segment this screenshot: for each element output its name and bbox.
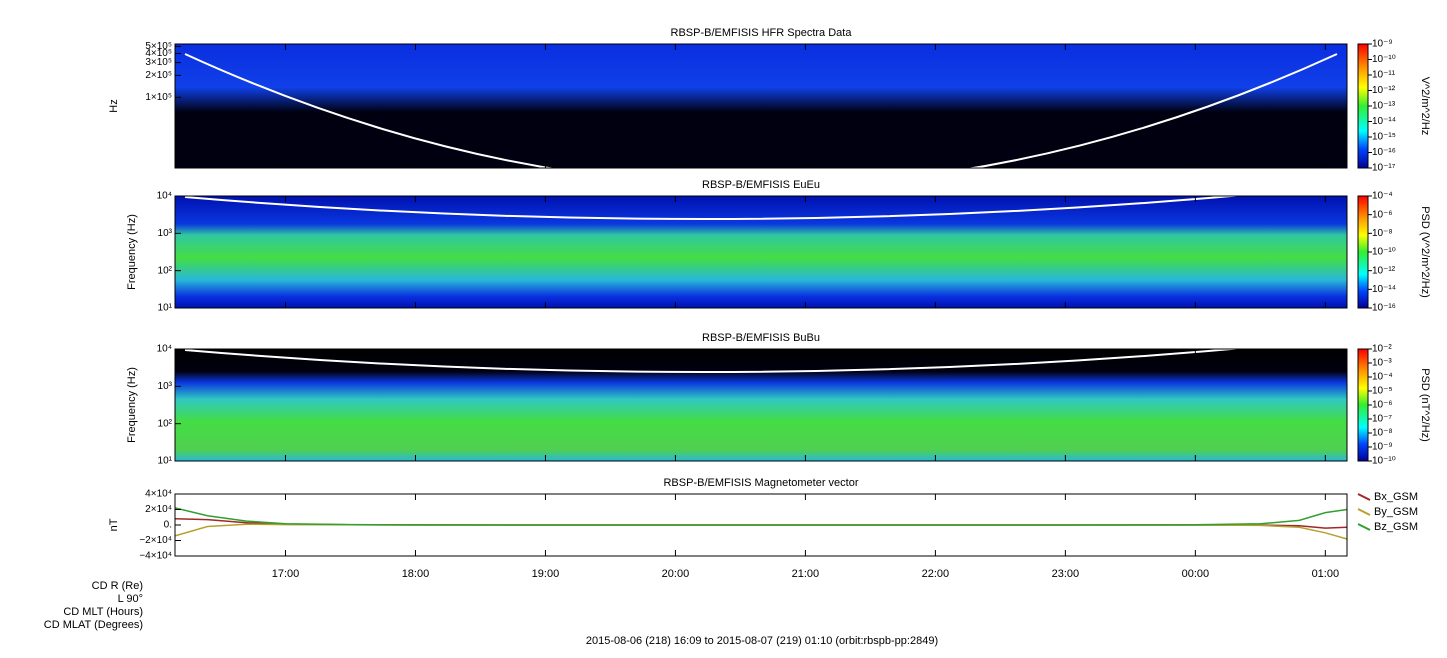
y-tick-label: −4×10⁴ bbox=[139, 551, 172, 562]
colorbar-tick-label: 10⁻¹¹ bbox=[1372, 70, 1396, 81]
colorbar-tick-label: 10⁻³ bbox=[1372, 358, 1392, 369]
y-tick-label: 10⁴ bbox=[157, 191, 172, 202]
x-tick-label: 17:00 bbox=[272, 568, 300, 580]
y-tick-label: 4×10⁴ bbox=[145, 489, 172, 500]
panel-title: RBSP-B/EMFISIS Magnetometer vector bbox=[663, 477, 858, 489]
colorbar-tick-label: 10⁻⁴ bbox=[1372, 191, 1393, 202]
x-tick-label: 00:00 bbox=[1182, 568, 1210, 580]
y-tick-label: 3×10⁵ bbox=[145, 57, 172, 68]
legend-label: Bz_GSM bbox=[1374, 521, 1418, 533]
colorbar-tick-label: 10⁻¹² bbox=[1372, 85, 1396, 96]
series-line bbox=[174, 507, 1348, 526]
colorbar-tick-label: 10⁻⁹ bbox=[1372, 39, 1393, 50]
colorbar-tick-label: 10⁻⁸ bbox=[1372, 428, 1393, 439]
y-tick-label: 10¹ bbox=[158, 303, 173, 314]
colorbar bbox=[1357, 195, 1369, 309]
y-tick-label: 10⁴ bbox=[157, 344, 172, 355]
plot-frame bbox=[174, 43, 1348, 169]
y-tick-label: 2×10⁴ bbox=[145, 504, 172, 515]
colorbar-label: PSD (nT^2/Hz) bbox=[1419, 368, 1431, 442]
y-axis-label: Hz bbox=[108, 99, 120, 112]
ephemeris-label: CD R (Re) bbox=[92, 580, 143, 592]
colorbar-tick-label: 10⁻¹⁶ bbox=[1372, 147, 1396, 158]
legend-label: By_GSM bbox=[1374, 506, 1418, 518]
colorbar-tick-label: 10⁻² bbox=[1372, 344, 1392, 355]
colorbar-label: PSD (V^2/m^2/Hz) bbox=[1419, 206, 1431, 298]
y-tick-label: 5×10⁵ bbox=[145, 41, 172, 52]
y-tick-label: 10² bbox=[158, 418, 173, 429]
colorbar-tick-label: 10⁻⁶ bbox=[1372, 400, 1393, 411]
y-tick-label: 4×10⁵ bbox=[145, 48, 172, 59]
colorbar-tick-label: 10⁻⁴ bbox=[1372, 372, 1393, 383]
x-tick-label: 22:00 bbox=[922, 568, 950, 580]
x-tick-label: 18:00 bbox=[402, 568, 430, 580]
ephemeris-label: L 90° bbox=[118, 593, 143, 605]
colorbar-tick-label: 10⁻¹⁴ bbox=[1372, 116, 1396, 127]
colorbar-tick-label: 10⁻¹⁵ bbox=[1372, 132, 1396, 143]
y-tick-label: 0. bbox=[164, 520, 172, 531]
series-line bbox=[174, 518, 1348, 529]
y-tick-label: 10² bbox=[158, 265, 173, 276]
plot-frame bbox=[174, 195, 1348, 309]
colorbar-label: V^2/m^2/Hz bbox=[1419, 77, 1431, 136]
plasma-line bbox=[184, 185, 1338, 221]
x-tick-label: 19:00 bbox=[532, 568, 560, 580]
x-tick-label: 01:00 bbox=[1312, 568, 1340, 580]
colorbar-tick-label: 10⁻¹⁷ bbox=[1372, 163, 1396, 174]
colorbar-tick-label: 10⁻⁹ bbox=[1372, 442, 1393, 453]
ephemeris-label: CD MLAT (Degrees) bbox=[44, 619, 143, 631]
plasma-line bbox=[184, 338, 1338, 374]
y-tick-label: 1×10⁵ bbox=[145, 92, 172, 103]
colorbar bbox=[1357, 43, 1369, 169]
caption: 2015-08-06 (218) 16:09 to 2015-08-07 (21… bbox=[586, 635, 938, 647]
ephemeris-label: CD MLT (Hours) bbox=[63, 606, 143, 618]
plasma-line bbox=[184, 53, 1338, 187]
legend-swatch bbox=[1357, 508, 1371, 516]
colorbar-tick-label: 10⁻¹² bbox=[1372, 265, 1396, 276]
colorbar-tick-label: 10⁻¹⁰ bbox=[1372, 54, 1396, 65]
panel-title: RBSP-B/EMFISIS HFR Spectra Data bbox=[671, 27, 853, 39]
y-tick-label: 10¹ bbox=[158, 456, 173, 467]
colorbar-tick-label: 10⁻⁵ bbox=[1372, 386, 1393, 397]
y-axis-label: nT bbox=[108, 518, 120, 531]
colorbar-tick-label: 10⁻¹⁶ bbox=[1372, 303, 1396, 314]
colorbar-tick-label: 10⁻¹⁰ bbox=[1372, 247, 1396, 258]
y-tick-label: 10³ bbox=[158, 228, 173, 239]
panel-title: RBSP-B/EMFISIS BuBu bbox=[702, 332, 820, 344]
legend-swatch bbox=[1357, 493, 1371, 501]
x-tick-label: 20:00 bbox=[662, 568, 690, 580]
colorbar-tick-label: 10⁻⁸ bbox=[1372, 228, 1393, 239]
legend-swatch bbox=[1357, 523, 1371, 531]
y-axis-label: Frequency (Hz) bbox=[126, 214, 138, 290]
colorbar-tick-label: 10⁻⁷ bbox=[1372, 414, 1392, 425]
colorbar-tick-label: 10⁻¹⁴ bbox=[1372, 284, 1396, 295]
y-tick-label: 2×10⁵ bbox=[145, 70, 172, 81]
colorbar-tick-label: 10⁻⁶ bbox=[1372, 209, 1393, 220]
panel-title: RBSP-B/EMFISIS EuEu bbox=[702, 179, 820, 191]
y-tick-label: 10³ bbox=[158, 381, 173, 392]
y-axis-label: Frequency (Hz) bbox=[126, 367, 138, 443]
spectrogram-image bbox=[175, 44, 1347, 168]
x-tick-label: 21:00 bbox=[792, 568, 820, 580]
spectrogram-image bbox=[175, 196, 1347, 308]
series-line bbox=[174, 523, 1348, 540]
colorbar-tick-label: 10⁻¹⁰ bbox=[1372, 456, 1396, 467]
spectrogram-image bbox=[175, 349, 1347, 461]
colorbar bbox=[1357, 348, 1369, 462]
legend-label: Bx_GSM bbox=[1374, 491, 1418, 503]
y-tick-label: −2×10⁴ bbox=[139, 535, 172, 546]
colorbar-tick-label: 10⁻¹³ bbox=[1372, 101, 1396, 112]
x-tick-label: 23:00 bbox=[1052, 568, 1080, 580]
plot-frame bbox=[174, 348, 1348, 462]
